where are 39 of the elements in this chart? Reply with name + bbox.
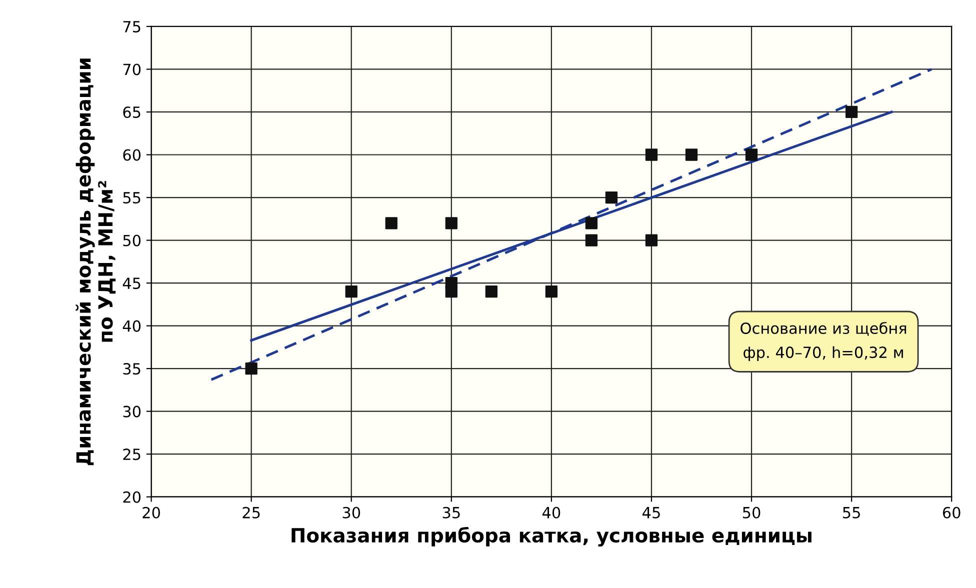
y-tick-label: 45 bbox=[122, 278, 140, 290]
point bbox=[685, 148, 698, 161]
x-tick-label: 35 bbox=[442, 506, 460, 518]
x-tick-label: 55 bbox=[843, 507, 860, 518]
y-tick-label: 40 bbox=[122, 320, 141, 332]
point bbox=[845, 106, 858, 118]
x-tick-label: 25 bbox=[242, 506, 260, 518]
y-tick-label: 75 bbox=[123, 21, 140, 32]
y-axis-title: Динамический модуль деформации по УДН, МН/м² bbox=[76, 58, 116, 466]
point bbox=[385, 217, 398, 230]
y-tick-label: 70 bbox=[123, 64, 141, 76]
point bbox=[445, 217, 458, 230]
x-tick-label: 45 bbox=[642, 507, 660, 518]
point bbox=[585, 234, 598, 246]
x-axis-title: Показания прибора катка, условные единицы bbox=[292, 526, 812, 547]
x-tick-label: 30 bbox=[342, 506, 360, 518]
x-tick-label: 40 bbox=[542, 506, 560, 518]
point bbox=[745, 148, 758, 161]
point bbox=[605, 191, 618, 204]
point bbox=[645, 234, 658, 246]
y-tick-label: 55 bbox=[123, 192, 140, 204]
point bbox=[585, 217, 598, 230]
point bbox=[645, 148, 658, 161]
y-tick-label: 60 bbox=[123, 149, 141, 161]
point bbox=[545, 286, 558, 298]
x-tick-label: 20 bbox=[142, 506, 160, 518]
point bbox=[485, 286, 498, 298]
y-tick-label: 25 bbox=[123, 448, 140, 460]
x-tick-label: 50 bbox=[742, 506, 760, 518]
y-tick-label: 65 bbox=[123, 106, 140, 118]
point bbox=[445, 286, 458, 298]
annotation: Основание из щебня фр. 40–70, h=0,32 м bbox=[740, 322, 906, 362]
x-tick-label: 60 bbox=[942, 506, 960, 518]
y-tick-label: 30 bbox=[123, 406, 141, 418]
y-tick-label: 35 bbox=[123, 363, 140, 375]
y-tick-label: 20 bbox=[123, 491, 141, 503]
point bbox=[345, 286, 358, 298]
point bbox=[245, 362, 258, 375]
y-tick-label: 50 bbox=[123, 234, 141, 246]
